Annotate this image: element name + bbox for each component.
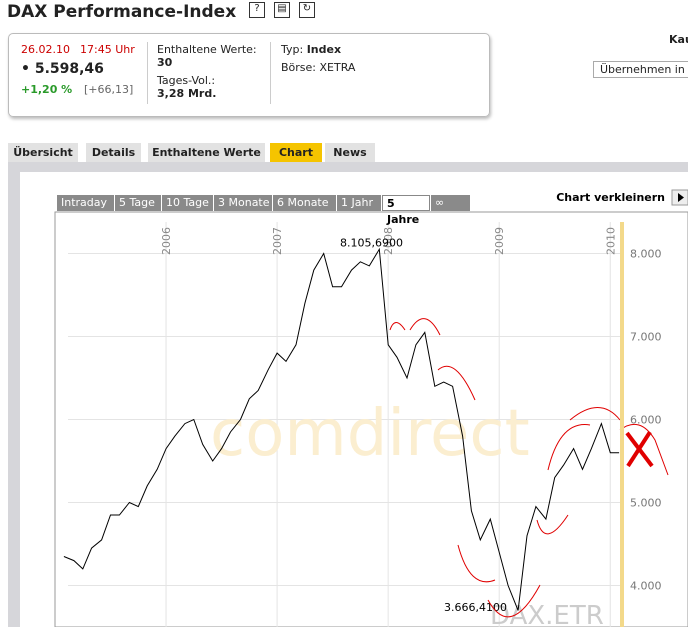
chart-tab[interactable]: ∞ bbox=[431, 195, 470, 211]
type: Index bbox=[306, 43, 342, 56]
y-tick-label: 4.000 bbox=[630, 580, 662, 593]
quote-change-abs: [+66,13] bbox=[84, 83, 134, 96]
volume-label: Tages-Vol.: bbox=[157, 74, 216, 87]
y-tick-label: 7.000 bbox=[630, 331, 662, 344]
chart-tab[interactable]: 1 Jahr bbox=[337, 195, 381, 211]
x-tick-label: 2006 bbox=[160, 227, 173, 255]
quote-time: 17:45 Uhr bbox=[80, 43, 135, 56]
right-label: Kau bbox=[669, 33, 688, 46]
x-tick-label: 2009 bbox=[493, 227, 506, 255]
components: 30 bbox=[157, 56, 173, 69]
chart-tab[interactable]: 10 Tage bbox=[162, 195, 213, 211]
refresh-icon[interactable]: ↻ bbox=[299, 2, 315, 18]
chart-tab[interactable]: 5 Tage bbox=[115, 195, 161, 211]
x-tick-label: 2007 bbox=[271, 227, 284, 255]
y-tick-label: 6.000 bbox=[630, 414, 662, 427]
series-line bbox=[63, 247, 620, 611]
exchange: XETRA bbox=[319, 61, 356, 74]
tab[interactable]: Enthaltene Werte bbox=[148, 143, 265, 162]
volume: 3,28 Mrd. bbox=[157, 87, 217, 100]
annotation: 8.105,6900 bbox=[340, 237, 403, 250]
chart-tab[interactable]: 5 Jahre bbox=[382, 195, 430, 226]
help-icon[interactable]: ? bbox=[249, 2, 265, 18]
apply-button[interactable]: Übernehmen in bbox=[593, 61, 688, 78]
cross bbox=[625, 430, 654, 468]
chart-tab[interactable]: 3 Monate bbox=[214, 195, 272, 211]
page-title: DAX Performance-Index bbox=[7, 2, 237, 22]
type-label: Typ: bbox=[281, 43, 304, 56]
arrow-icon bbox=[678, 193, 684, 202]
chart-tab[interactable]: 6 Monate bbox=[273, 195, 336, 211]
quote-date: 26.02.10 bbox=[21, 43, 70, 56]
quote-box bbox=[8, 33, 490, 117]
tab[interactable]: Übersicht bbox=[8, 143, 78, 162]
divider bbox=[270, 42, 271, 104]
type-row: Typ: Index bbox=[281, 43, 341, 56]
exchange-row: Börse: XETRA bbox=[281, 61, 355, 74]
y-tick-label: 8.000 bbox=[630, 248, 662, 261]
quote-price: • 5.598,46 bbox=[21, 61, 104, 77]
components-label: Enthaltene Werte: bbox=[157, 43, 257, 56]
chart-tab[interactable]: Intraday bbox=[57, 195, 114, 211]
y-tick-label: 5.000 bbox=[630, 497, 662, 510]
watermark: comdirect bbox=[210, 397, 530, 471]
exchange-label: Börse: bbox=[281, 61, 317, 74]
tab[interactable]: Chart bbox=[270, 143, 322, 162]
scribbles bbox=[389, 318, 669, 618]
tab[interactable]: News bbox=[325, 143, 375, 162]
x-tick-label: 2008 bbox=[382, 227, 395, 255]
plot: 4.000 5.000 6.000 7.000 8.000 2006 2007 2008 200… bbox=[68, 222, 662, 627]
divider bbox=[147, 42, 148, 104]
print-icon[interactable]: ▤ bbox=[274, 2, 290, 18]
x-tick-label: 2010 bbox=[604, 227, 617, 255]
price: 5.598,46 bbox=[34, 61, 104, 77]
symbol: DAX.ETR bbox=[490, 601, 604, 627]
shrink-label[interactable]: Chart verkleinern bbox=[556, 191, 665, 204]
quote-change-pct: +1,20 % bbox=[21, 83, 73, 96]
tab[interactable]: Details bbox=[86, 143, 141, 162]
